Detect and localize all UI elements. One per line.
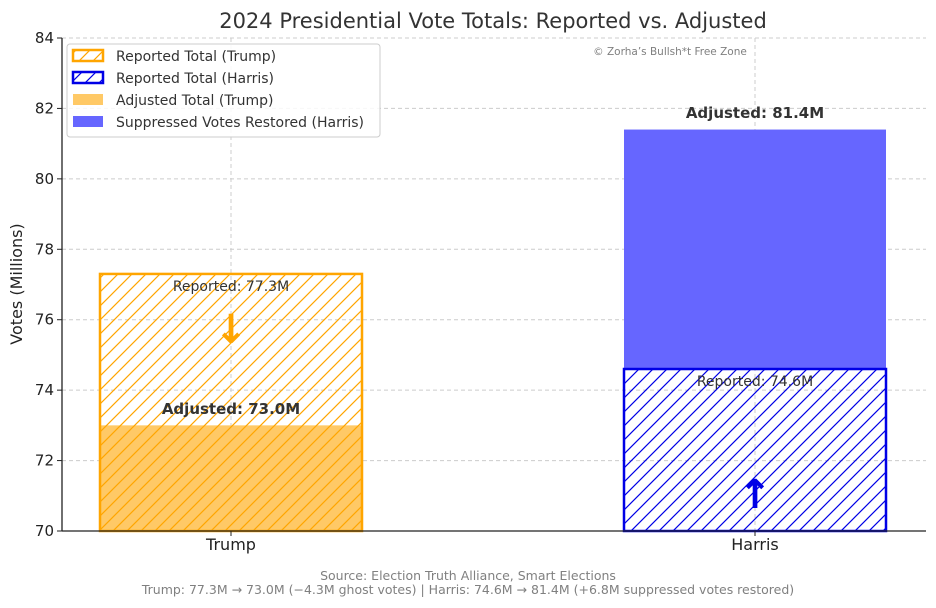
legend-label-reported-total-harris: Reported Total (Harris) xyxy=(116,71,274,87)
bar-reported-total-trump xyxy=(98,272,364,533)
harris-up-arrow-icon: ↑ xyxy=(738,472,772,518)
y-tick-label: 76 xyxy=(35,311,54,329)
bar-suppressed-votes-restored-harris xyxy=(624,129,886,370)
legend-label-reported-total-trump: Reported Total (Trump) xyxy=(116,49,276,65)
legend-label-suppressed-votes-restored-harris: Suppressed Votes Restored (Harris) xyxy=(116,115,364,131)
legend: Reported Total (Trump) Reported Total (Ha… xyxy=(66,43,381,138)
x-tick-label-trump: Trump xyxy=(205,535,256,554)
source-line-2: Trump: 77.3M → 73.0M (−4.3M ghost votes)… xyxy=(141,582,794,597)
y-tick-label: 80 xyxy=(35,170,54,188)
y-tick-label: 74 xyxy=(35,381,54,399)
y-axis-label: Votes (Millions) xyxy=(7,223,26,344)
watermark: © Zorha’s Bullsh*t Free Zone xyxy=(593,46,747,58)
trump-adjusted-label: Adjusted: 73.0M xyxy=(162,400,300,418)
bars xyxy=(98,129,888,533)
chart-title: 2024 Presidential Vote Totals: Reported … xyxy=(219,9,767,33)
legend-swatch-reported-total-trump xyxy=(71,48,105,63)
y-ticks: 70 72 74 76 78 80 82 84 xyxy=(35,29,62,540)
y-tick-label: 84 xyxy=(35,29,54,47)
trump-reported-label: Reported: 77.3M xyxy=(173,279,289,295)
trump-down-arrow-icon: ↓ xyxy=(214,307,248,353)
y-tick-label: 78 xyxy=(35,240,54,258)
y-tick-label: 82 xyxy=(35,99,54,117)
source-line-1: Source: Election Truth Alliance, Smart E… xyxy=(320,568,616,583)
harris-adjusted-label: Adjusted: 81.4M xyxy=(686,104,824,122)
x-ticks: Trump Harris xyxy=(205,531,779,554)
harris-reported-label: Reported: 74.6M xyxy=(697,374,813,390)
legend-label-adjusted-total-trump: Adjusted Total (Trump) xyxy=(116,93,273,109)
annotations: Reported: 77.3M ↓ Adjusted: 73.0M Adjust… xyxy=(162,104,824,518)
legend-swatch-adjusted-total-trump xyxy=(73,94,103,105)
x-tick-label-harris: Harris xyxy=(731,535,779,554)
legend-box xyxy=(66,43,381,138)
y-tick-label: 72 xyxy=(35,452,54,470)
legend-swatch-reported-total-harris xyxy=(71,70,105,85)
legend-swatch-suppressed-votes-restored-harris xyxy=(73,116,103,127)
y-tick-label: 70 xyxy=(35,522,54,540)
